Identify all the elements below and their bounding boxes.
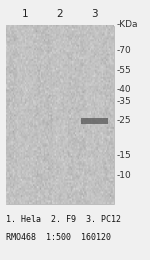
Bar	[6, 26, 114, 204]
Text: -70: -70	[116, 46, 131, 55]
Text: -KDa: -KDa	[116, 20, 138, 29]
Text: -10: -10	[116, 171, 131, 180]
Text: 2: 2	[57, 9, 63, 19]
Text: 3: 3	[91, 9, 98, 19]
Text: 1. Hela  2. F9  3. PC12: 1. Hela 2. F9 3. PC12	[6, 215, 121, 224]
Bar	[52, 26, 68, 204]
Text: -15: -15	[116, 152, 131, 160]
Text: -25: -25	[116, 116, 131, 125]
Text: 1: 1	[22, 9, 29, 19]
Bar	[86, 26, 103, 204]
Bar	[17, 26, 34, 204]
Text: -40: -40	[116, 85, 131, 94]
Text: -35: -35	[116, 97, 131, 106]
Text: -55: -55	[116, 66, 131, 75]
Text: RMO468  1:500  160120: RMO468 1:500 160120	[6, 233, 111, 242]
Bar	[81, 118, 108, 124]
